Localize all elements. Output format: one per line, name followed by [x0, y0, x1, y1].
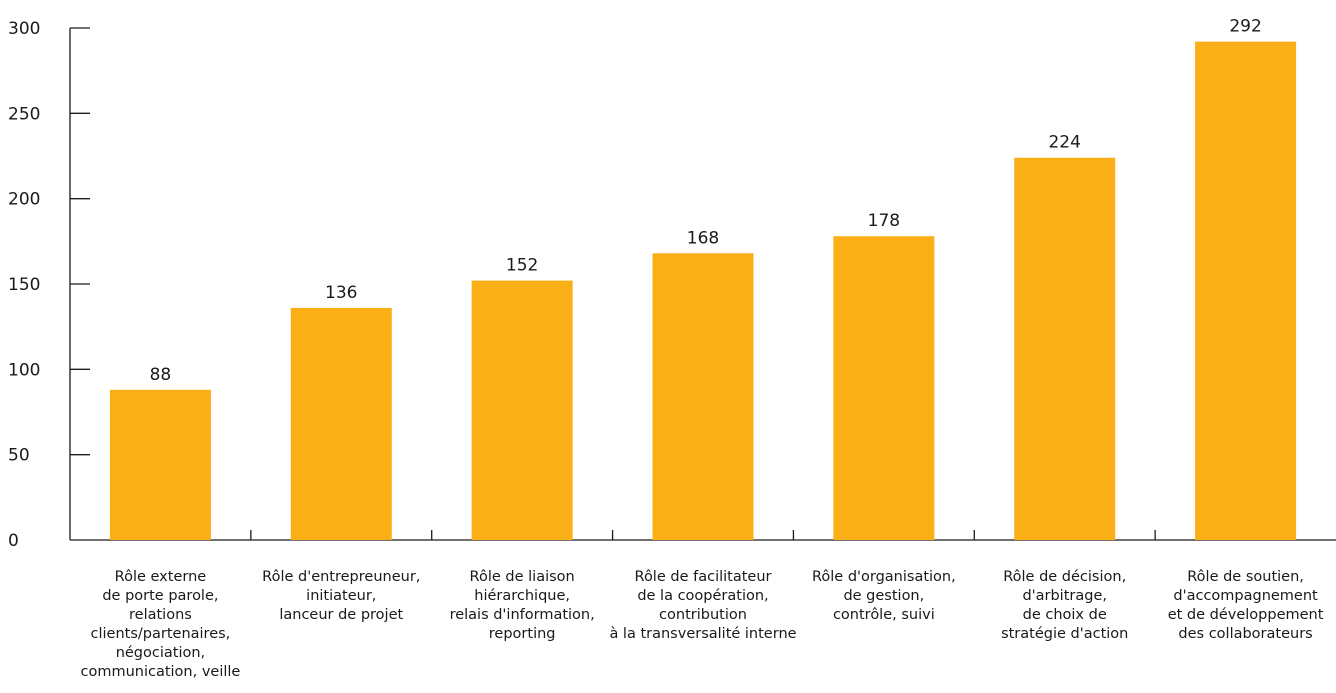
- bar-value-label: 168: [687, 228, 719, 248]
- x-category-label-line: contribution: [659, 607, 747, 623]
- bar-value-label: 152: [506, 256, 538, 276]
- x-category-label-line: d'accompagnement: [1173, 588, 1318, 604]
- x-category-label-line: Rôle de liaison: [470, 569, 575, 585]
- x-category-label-line: contrôle, suivi: [833, 607, 935, 623]
- x-category-label-line: initiateur,: [306, 588, 376, 604]
- x-category-label-line: Rôle de décision,: [1003, 569, 1126, 585]
- x-category-label-line: à la transversalité interne: [609, 626, 796, 642]
- x-category-label-line: de gestion,: [843, 588, 924, 604]
- x-category-label-line: reporting: [489, 626, 556, 642]
- x-category-label: Rôle de facilitateur de la coopération, co…: [609, 569, 796, 642]
- x-category-label-line: et de développement: [1168, 607, 1324, 623]
- bar: [833, 236, 935, 541]
- bar: [1195, 41, 1297, 541]
- x-category-label-line: hiérarchique,: [474, 588, 570, 604]
- x-category-label-line: relais d'information,: [450, 607, 595, 623]
- x-category-label: Rôle de soutien, d'accompagnement et de dé…: [1168, 569, 1324, 642]
- x-category-label-line: relations: [129, 607, 192, 623]
- bar-value-label: 88: [150, 365, 172, 385]
- y-axis: 0 50 100 150 200 250 300: [8, 19, 90, 551]
- x-category-label-line: Rôle de facilitateur: [635, 569, 772, 585]
- y-tick-label: 200: [8, 190, 40, 210]
- x-category-label-line: Rôle externe: [115, 569, 207, 585]
- bar-value-label: 136: [325, 283, 357, 303]
- x-category-label-line: clients/partenaires,: [91, 626, 231, 642]
- x-category-label: Rôle de décision, d'arbitrage, de choix de…: [1001, 569, 1128, 642]
- y-tick-label: 250: [8, 104, 40, 124]
- bar: [471, 280, 573, 540]
- y-tick-label: 100: [8, 360, 40, 380]
- bars: [109, 41, 1297, 541]
- x-category-label-line: Rôle d'organisation,: [812, 569, 956, 585]
- x-category-label-line: des collaborateurs: [1178, 626, 1312, 642]
- y-tick-label: 300: [8, 19, 40, 39]
- x-category-label-line: de choix de: [1023, 607, 1107, 623]
- y-tick-label: 0: [8, 531, 19, 551]
- bar-value-label: 178: [868, 211, 900, 231]
- y-tick-label: 50: [8, 446, 30, 466]
- x-category-label: Rôle externe de porte parole, relations cli…: [80, 569, 240, 680]
- bar-value-label: 292: [1229, 17, 1261, 37]
- bar: [1014, 157, 1116, 540]
- x-category-label-line: négociation,: [116, 645, 205, 661]
- x-category-label: Rôle de liaison hiérarchique, relais d'inf…: [450, 569, 595, 642]
- x-category-label-line: de porte parole,: [102, 588, 218, 604]
- x-category-label-line: stratégie d'action: [1001, 626, 1128, 642]
- bar-value-label: 224: [1048, 133, 1080, 153]
- x-category-label-line: d'arbitrage,: [1022, 588, 1107, 604]
- x-category-label-line: de la coopération,: [637, 588, 768, 604]
- x-category-label: Rôle d'organisation, de gestion, contrôle,…: [812, 569, 956, 623]
- value-labels: 88 136 152 168 178 224 292: [150, 17, 1262, 385]
- x-category-label-line: communication, veille: [80, 664, 240, 680]
- bar: [290, 307, 392, 540]
- x-category-label-line: lanceur de projet: [279, 607, 403, 623]
- x-category-label-line: Rôle de soutien,: [1187, 569, 1304, 585]
- category-labels: Rôle externe de porte parole, relations cli…: [80, 569, 1323, 680]
- bar: [109, 389, 211, 540]
- x-category-label: Rôle d'entrepreuneur, initiateur, lanceur …: [262, 569, 420, 623]
- x-category-label-line: Rôle d'entrepreuneur,: [262, 569, 420, 585]
- y-tick-label: 150: [8, 275, 40, 295]
- bar: [652, 253, 754, 540]
